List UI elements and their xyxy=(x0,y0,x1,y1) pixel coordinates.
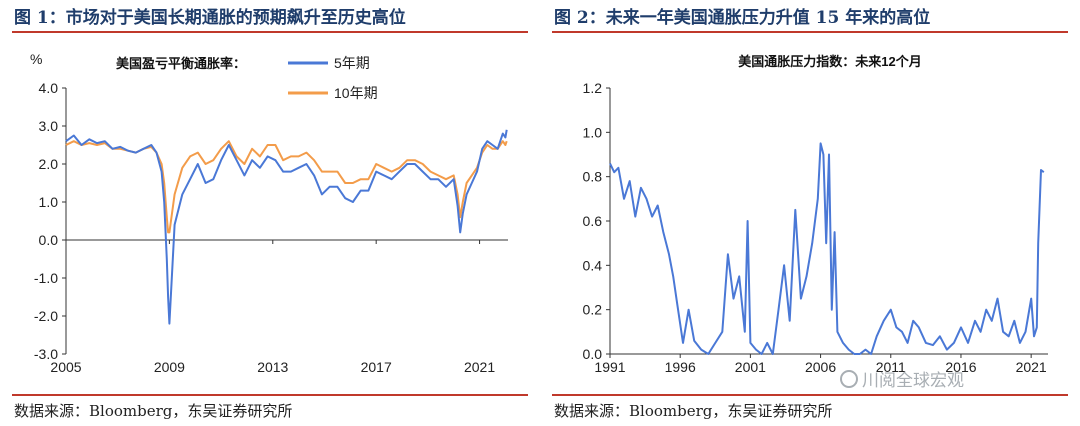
x-tick-label: 2017 xyxy=(361,359,392,375)
y-tick-label: 3.0 xyxy=(39,118,59,134)
y-tick-label: 1.0 xyxy=(583,124,603,140)
watermark-text: 川阅全球宏观 xyxy=(862,371,964,391)
wechat-icon xyxy=(840,370,858,388)
y-tick-label: 0.4 xyxy=(583,257,603,273)
legend-title: 美国盈亏平衡通胀率： xyxy=(116,56,246,71)
x-tick-label: 1991 xyxy=(594,359,625,375)
chart-2-inner-title: 美国通胀压力指数：未来12个月 xyxy=(738,54,921,69)
y-tick-label: 0.6 xyxy=(583,213,603,229)
x-tick-label: 2021 xyxy=(1016,359,1047,375)
chart-1-title: 图 1：市场对于美国长期通胀的预期飙升至历史高位 xyxy=(14,8,406,28)
x-tick-label: 2009 xyxy=(154,359,185,375)
y-tick-label: 0.2 xyxy=(583,302,603,318)
y-tick-label: 1.2 xyxy=(583,80,603,96)
y-tick-label: 2.0 xyxy=(39,156,59,172)
series-line-1 xyxy=(65,129,508,325)
y-tick-label: -3.0 xyxy=(34,346,58,362)
y-tick-label: -2.0 xyxy=(34,308,58,324)
title-rule-1 xyxy=(12,31,528,33)
watermark: 川阅全球宏观 xyxy=(840,366,964,391)
chart-panel-2: 图 2：未来一年美国通胀压力升值 15 年来的高位 1.2 1.0 0.8 0.6 0.… xyxy=(540,0,1080,426)
x-tick-label: 2011 xyxy=(876,359,906,375)
source-note-1: 数据来源：Bloomberg，东吴证券研究所 xyxy=(14,402,293,420)
x-tick-label: 2006 xyxy=(805,359,836,375)
source-rule-2 xyxy=(552,394,1068,396)
x-tick-label: 2005 xyxy=(50,359,81,375)
x-tick-label: 2001 xyxy=(735,359,766,375)
x-tick-label: 2021 xyxy=(464,359,495,375)
y-unit-label: % xyxy=(30,51,42,67)
y-tick-label: -1.0 xyxy=(34,270,58,286)
y-tick-label: 0.0 xyxy=(39,232,59,248)
chart-panel-1: 图 1：市场对于美国长期通胀的预期飙升至历史高位 4.0 3.0 2.0 1.0 0.0… xyxy=(12,8,528,420)
legend-label-10y: 10年期 xyxy=(334,85,378,101)
source-note-2: 数据来源：Bloomberg，东吴证券研究所 xyxy=(554,402,833,420)
y-tick-label: 0.0 xyxy=(583,346,603,362)
x-tick-label: 2016 xyxy=(945,359,976,375)
title-rule-2 xyxy=(552,31,1068,33)
series-line-1 xyxy=(609,142,1045,355)
y-tick-label: 4.0 xyxy=(39,80,59,96)
chart-2-title: 图 2：未来一年美国通胀压力升值 15 年来的高位 xyxy=(554,8,931,28)
y-tick-label: 1.0 xyxy=(39,194,59,210)
series-line-2 xyxy=(65,140,508,234)
legend-label-5y: 5年期 xyxy=(334,55,370,71)
source-rule-1 xyxy=(12,394,528,396)
x-tick-label: 1996 xyxy=(665,359,696,375)
x-tick-label: 2013 xyxy=(257,359,288,375)
y-tick-label: 0.8 xyxy=(583,169,603,185)
